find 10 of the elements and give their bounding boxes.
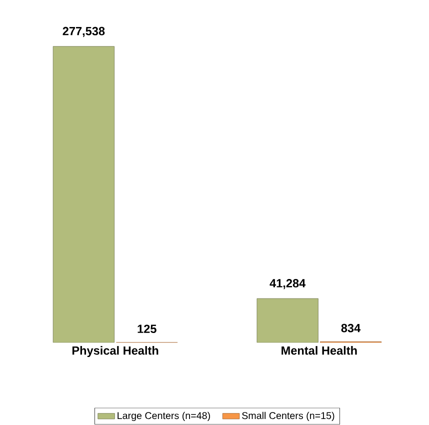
legend-label: Large Centers (n=48)	[118, 412, 210, 422]
data-label: 834	[341, 324, 361, 332]
bar	[256, 298, 318, 343]
data-label: 125	[138, 324, 156, 334]
bar	[52, 46, 115, 343]
data-label: 277,538	[62, 27, 105, 38]
data-label: 41,284	[270, 279, 306, 290]
x-tick-label: Mental Health	[282, 346, 357, 355]
x-tick-label: Physical Health	[72, 346, 158, 358]
legend-label: Small Centers (n=15)	[242, 412, 334, 422]
